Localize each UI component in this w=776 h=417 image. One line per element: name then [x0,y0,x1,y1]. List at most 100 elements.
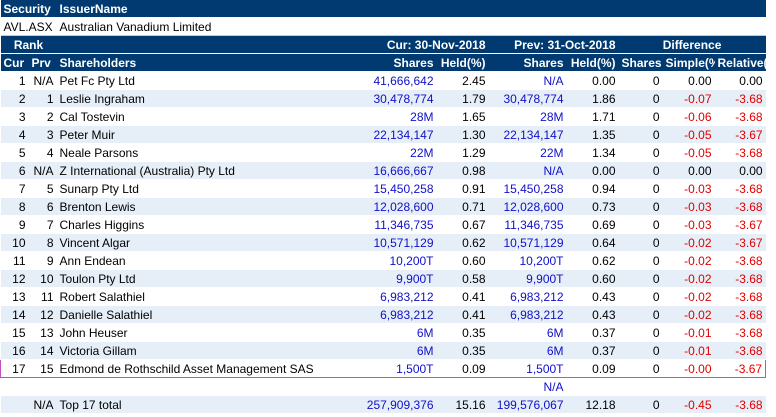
rank-previous: 10 [28,269,57,288]
rank-previous: N/A [28,395,57,414]
held-previous: 0.62 [566,251,619,270]
diff-relative: -3.68 [714,107,766,126]
shareholder-name: Neale Parsons [56,143,317,162]
table-row-extra: N/A [0,377,766,396]
shareholder-name: John Heuser [56,323,317,342]
column-header-row: Cur Prv Shareholders Shares Held(%) Shar… [0,53,766,72]
rank-current: 5 [0,143,29,162]
shares-previous: 9,900T [488,269,567,288]
diff-relative: -3.68 [714,341,766,360]
security-name: Australian Vanadium Limited [56,17,766,36]
diff-simple: -0.00 [662,359,715,378]
table-row: 14 12 Danielle Salathiel 6,983,212 0.41 6,983… [0,305,766,324]
shares-current: 10,200T [316,251,437,270]
rank-previous: 14 [28,341,57,360]
diff-simple [662,377,715,396]
col-prv: Prv [28,53,57,72]
diff-relative: -3.68 [714,143,766,162]
security-header-row: Security IssuerName [0,0,766,18]
held-current: 15.16 [436,395,489,414]
diff-relative: -3.68 [714,179,766,198]
diff-shares: 0 [618,287,663,306]
diff-shares: 0 [618,395,663,414]
diff-shares: 0 [618,71,663,90]
held-previous: 0.37 [566,341,619,360]
shares-current: 22M [316,143,437,162]
shares-previous: 11,346,735 [488,215,567,234]
shares-current: 41,666,642 [316,71,437,90]
rank-current [0,377,29,396]
group-header-row: Rank Cur: 30-Nov-2018 Prev: 31-Oct-2018 … [0,35,766,54]
security-row: AVL.ASX Australian Vanadium Limited [0,17,766,36]
rank-current: 3 [0,107,29,126]
table-row: 4 3 Peter Muir 22,134,147 1.30 22,134,147 1.35… [0,125,766,144]
shares-previous: 28M [488,107,567,126]
diff-simple: -0.02 [662,251,715,270]
security-label: Security [0,0,57,18]
col-held-prev: Held(%) [566,53,619,72]
held-previous: 0.43 [566,305,619,324]
shares-current: 11,346,735 [316,215,437,234]
shareholder-name: Pet Fc Pty Ltd [56,71,317,90]
col-shareholders: Shareholders [56,53,317,72]
diff-shares [618,377,663,396]
shareholder-name: Cal Tostevin [56,107,317,126]
rank-current: 12 [0,269,29,288]
held-previous: 1.35 [566,125,619,144]
diff-relative: -3.68 [714,89,766,108]
shares-previous: 199,576,067 [488,395,567,414]
difference-group-label: Difference [618,35,766,54]
held-previous: 1.86 [566,89,619,108]
rank-previous: 12 [28,305,57,324]
table-row: 11 9 Ann Endean 10,200T 0.60 10,200T 0.62 0 -0.0… [0,251,766,270]
diff-relative: -3.67 [714,125,766,144]
diff-shares: 0 [618,197,663,216]
shares-current: 10,571,129 [316,233,437,252]
group-spacer [56,35,317,54]
diff-shares: 0 [618,143,663,162]
held-previous: 0.64 [566,233,619,252]
held-previous: 0.00 [566,71,619,90]
diff-relative: -3.68 [714,269,766,288]
col-relative: Relative(%) [714,53,766,72]
shares-previous: 12,028,600 [488,197,567,216]
shareholder-name: Vincent Algar [56,233,317,252]
held-current: 2.45 [436,71,489,90]
diff-shares: 0 [618,359,663,378]
diff-relative: -3.68 [714,395,766,414]
held-current: 1.30 [436,125,489,144]
held-current [436,377,489,396]
rank-previous: 4 [28,143,57,162]
shares-previous: N/A [488,71,567,90]
diff-shares: 0 [618,125,663,144]
col-held-cur: Held(%) [436,53,489,72]
shares-previous: 10,200T [488,251,567,270]
rank-previous: 1 [28,89,57,108]
diff-relative: -3.67 [714,233,766,252]
rank-current: 4 [0,125,29,144]
diff-relative: -3.67 [714,215,766,234]
shareholder-name: Toulon Pty Ltd [56,269,317,288]
shares-previous: N/A [488,161,567,180]
table-row: 9 7 Charles Higgins 11,346,735 0.67 11,346,73… [0,215,766,234]
held-current: 1.79 [436,89,489,108]
col-diff-shares: Shares [618,53,663,72]
shareholder-name: Z International (Australia) Pty Ltd [56,161,317,180]
held-previous: 0.37 [566,323,619,342]
shareholder-name: Edmond de Rothschild Asset Management SA… [56,359,317,378]
diff-simple: -0.05 [662,125,715,144]
col-shares-prev: Shares [488,53,567,72]
rank-current: 9 [0,215,29,234]
held-previous: 1.34 [566,143,619,162]
diff-shares: 0 [618,323,663,342]
rank-current: 15 [0,323,29,342]
held-current: 0.91 [436,179,489,198]
held-previous: 0.60 [566,269,619,288]
table-row: 7 5 Sunarp Pty Ltd 15,450,258 0.91 15,450,258… [0,179,766,198]
rank-current: 16 [0,341,29,360]
shares-current: 6M [316,341,437,360]
shares-previous: 6M [488,341,567,360]
shares-previous: 6M [488,323,567,342]
shareholder-name: Sunarp Pty Ltd [56,179,317,198]
